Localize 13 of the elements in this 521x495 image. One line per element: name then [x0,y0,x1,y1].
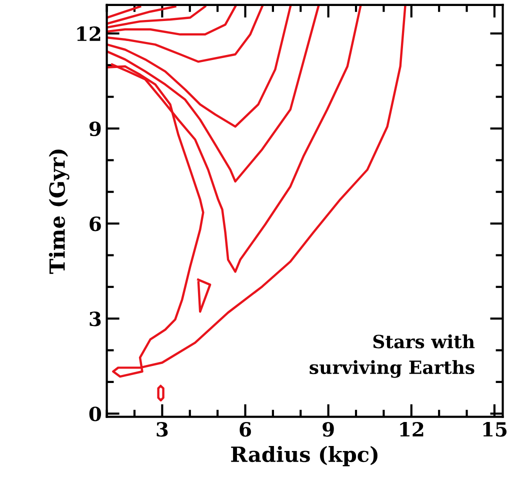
x-tick-label: 6 [240,422,251,437]
x-axis-title: Radius (kpc) [231,446,378,466]
x-tick-label: 15 [483,422,507,437]
y-axis-title: Time (Gyr) [48,150,70,274]
x-tick-label: 3 [156,422,168,437]
y-tick-label: 9 [89,121,101,136]
x-tick-label: 9 [322,422,334,437]
annotation: Stars with surviving Earths [310,334,475,378]
x-tick-label: 12 [400,422,424,436]
y-tick-label: 12 [77,26,100,41]
y-tick-label: 6 [90,216,101,232]
y-tick-label: 3 [90,312,101,326]
y-tick-label: 0 [89,406,102,422]
